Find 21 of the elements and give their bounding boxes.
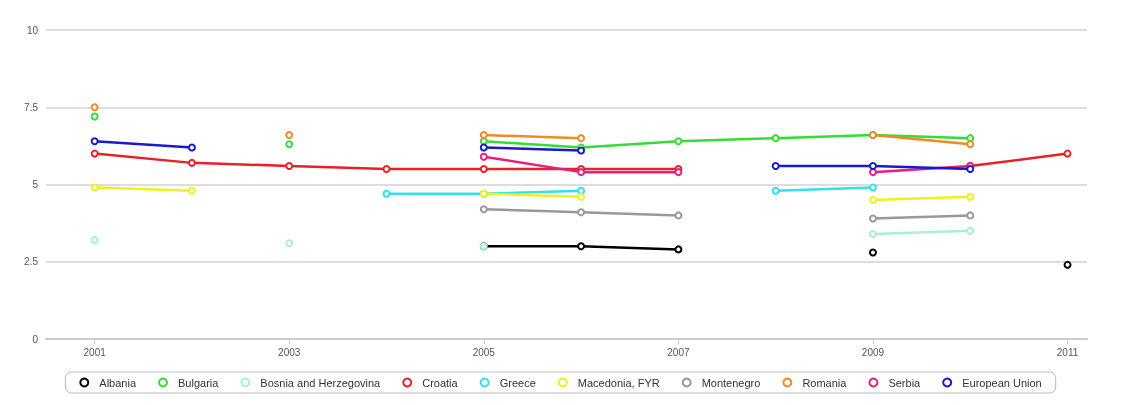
- y-tick-label: 7.5: [24, 101, 39, 113]
- y-tick-label: 5: [32, 179, 39, 190]
- y-tick-label: 0: [32, 333, 39, 345]
- x-tick-label: 2003: [278, 346, 301, 358]
- legend-label: Croatia: [422, 376, 459, 389]
- x-tick-label: 2011: [1056, 346, 1079, 358]
- x-tick-label: 2007: [667, 346, 690, 358]
- legend-label: Bulgaria: [178, 376, 220, 389]
- x-tick-label: 2009: [861, 346, 885, 358]
- y-tick-label: 2.5: [24, 256, 39, 268]
- x-tick-label: 2001: [83, 346, 107, 358]
- legend-label: Greece: [499, 376, 536, 389]
- legend-label: Serbia: [888, 376, 922, 389]
- y-tick-label: 10: [26, 24, 39, 36]
- legend-label: Albania: [99, 376, 137, 389]
- x-tick-label: 2005: [472, 346, 496, 358]
- legend-label: Macedonia, FYR: [577, 376, 660, 389]
- legend-label: Romania: [802, 376, 848, 389]
- legend-label: European Union: [962, 376, 1042, 389]
- legend-label: Montenegro: [701, 376, 761, 389]
- legend-label: Bosnia and Herzegovina: [260, 376, 382, 389]
